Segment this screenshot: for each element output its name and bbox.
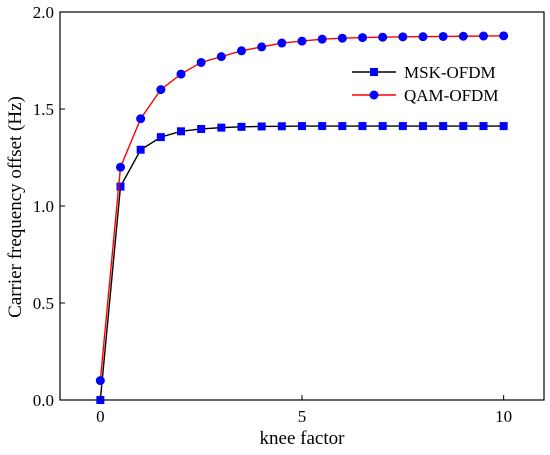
data-point bbox=[358, 33, 367, 43]
data-point bbox=[398, 32, 408, 42]
data-point bbox=[499, 31, 509, 41]
x-tick-label: 0 bbox=[96, 407, 105, 426]
data-point bbox=[136, 114, 146, 124]
data-point bbox=[438, 31, 448, 41]
x-tick-label: 10 bbox=[495, 407, 512, 426]
data-point bbox=[297, 36, 307, 46]
legend-label: QAM-OFDM bbox=[404, 86, 498, 105]
data-point bbox=[378, 32, 388, 42]
data-point bbox=[196, 57, 206, 67]
y-tick-label: 2.0 bbox=[33, 3, 54, 22]
series-line-0 bbox=[99, 125, 504, 401]
data-point bbox=[419, 122, 427, 131]
data-point bbox=[398, 122, 407, 131]
data-point bbox=[378, 122, 387, 131]
data-point bbox=[116, 182, 125, 191]
y-tick-label: 1.5 bbox=[33, 100, 54, 119]
data-point bbox=[458, 31, 468, 41]
axes-layer: 0 5 10 0.0 0.5 1.0 1.5 2.0 bbox=[33, 3, 512, 426]
legend-marker bbox=[370, 68, 378, 76]
data-point bbox=[499, 122, 508, 131]
data-point bbox=[257, 122, 266, 131]
data-point bbox=[217, 123, 226, 132]
data-point bbox=[216, 52, 226, 62]
data-point bbox=[418, 32, 428, 42]
data-point bbox=[176, 69, 186, 79]
legend: MSK-OFDM QAM-OFDM bbox=[352, 63, 498, 105]
data-point bbox=[318, 122, 327, 131]
data-point bbox=[156, 133, 165, 142]
y-tick-label: 0.0 bbox=[33, 391, 54, 410]
data-point bbox=[237, 122, 246, 131]
data-point bbox=[277, 122, 286, 131]
data-point bbox=[156, 85, 166, 95]
data-point bbox=[277, 38, 287, 48]
data-point bbox=[337, 33, 347, 43]
data-point bbox=[439, 122, 448, 131]
legend-marker bbox=[369, 90, 379, 100]
series-layer bbox=[95, 31, 509, 404]
y-tick-label: 0.5 bbox=[33, 294, 54, 313]
data-point bbox=[459, 122, 468, 131]
data-point bbox=[197, 124, 206, 133]
data-point bbox=[358, 122, 367, 131]
y-tick-label: 1.0 bbox=[33, 197, 54, 216]
x-tick-label: 5 bbox=[298, 407, 307, 426]
data-point bbox=[479, 31, 488, 41]
data-point bbox=[177, 127, 185, 136]
y-axis-label: Carrier frequency offset (Hz) bbox=[5, 96, 26, 318]
data-point bbox=[338, 122, 347, 131]
data-point bbox=[95, 376, 105, 386]
legend-label: MSK-OFDM bbox=[404, 63, 496, 82]
x-axis-label: knee factor bbox=[260, 428, 346, 449]
data-point bbox=[257, 42, 267, 52]
data-point bbox=[298, 122, 306, 131]
data-point bbox=[317, 34, 327, 44]
data-point bbox=[136, 145, 145, 154]
data-point bbox=[237, 46, 246, 56]
data-point bbox=[116, 162, 125, 172]
data-point bbox=[479, 122, 488, 131]
